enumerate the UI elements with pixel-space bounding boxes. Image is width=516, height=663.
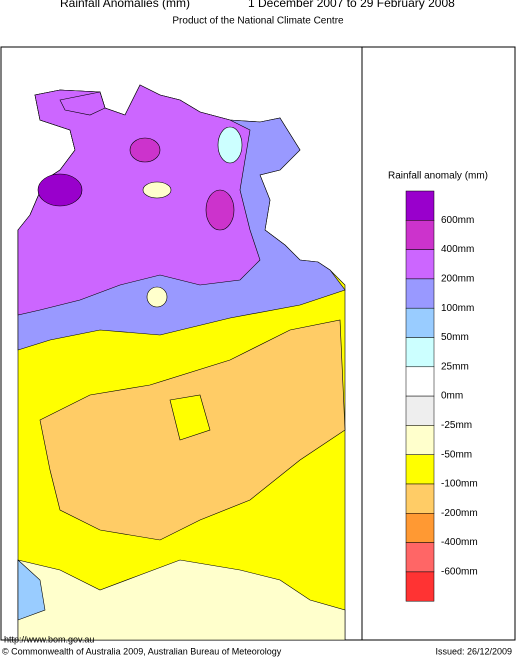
legend-swatch (405, 571, 435, 602)
legend-label: 100mm (441, 303, 474, 314)
legend-swatch (405, 307, 435, 338)
legend-label: 600mm (441, 215, 474, 226)
legend-label: -400mm (441, 537, 478, 548)
legend-label: 50mm (441, 332, 469, 343)
legend-label: -50mm (441, 449, 472, 460)
legend-label: 0mm (441, 391, 463, 402)
legend-swatch (405, 220, 435, 250)
legend-label: -25mm (441, 420, 472, 431)
legend-label: 200mm (441, 274, 474, 285)
legend-swatch (405, 513, 435, 543)
legend-swatch (405, 278, 435, 309)
copyright: © Commonwealth of Australia 2009, Austra… (2, 646, 282, 656)
legend-frame (361, 46, 516, 641)
legend-swatch (405, 337, 435, 368)
legend-swatch (405, 454, 435, 485)
legend: 600mm 400mm 200mm 100mm 50mm 25mm 0mm -25mm -50m… (405, 190, 478, 602)
legend-label: -600mm (441, 567, 478, 578)
period: 1 December 2007 to 29 February 2008 (248, 0, 455, 10)
subtitle: Product of the National Climate Centre (172, 16, 344, 27)
legend-label: 25mm (441, 361, 469, 372)
legend-swatch (405, 483, 435, 514)
legend-swatch (405, 542, 435, 573)
legend-swatch (405, 395, 435, 426)
url: http://www.bom.gov.au (4, 634, 94, 644)
legend-swatch (405, 249, 435, 280)
legend-swatch (405, 425, 435, 455)
legend-swatch (405, 190, 435, 221)
legend-swatch (405, 366, 435, 397)
legend-label: -100mm (441, 479, 478, 490)
map (17, 84, 346, 641)
legend-title: Rainfall anomaly (mm) (388, 171, 488, 182)
legend-label: 400mm (441, 244, 474, 255)
title: Rainfall Anomalies (mm) (60, 0, 190, 10)
legend-label: -200mm (441, 508, 478, 519)
issued: Issued: 26/12/2009 (435, 646, 512, 656)
